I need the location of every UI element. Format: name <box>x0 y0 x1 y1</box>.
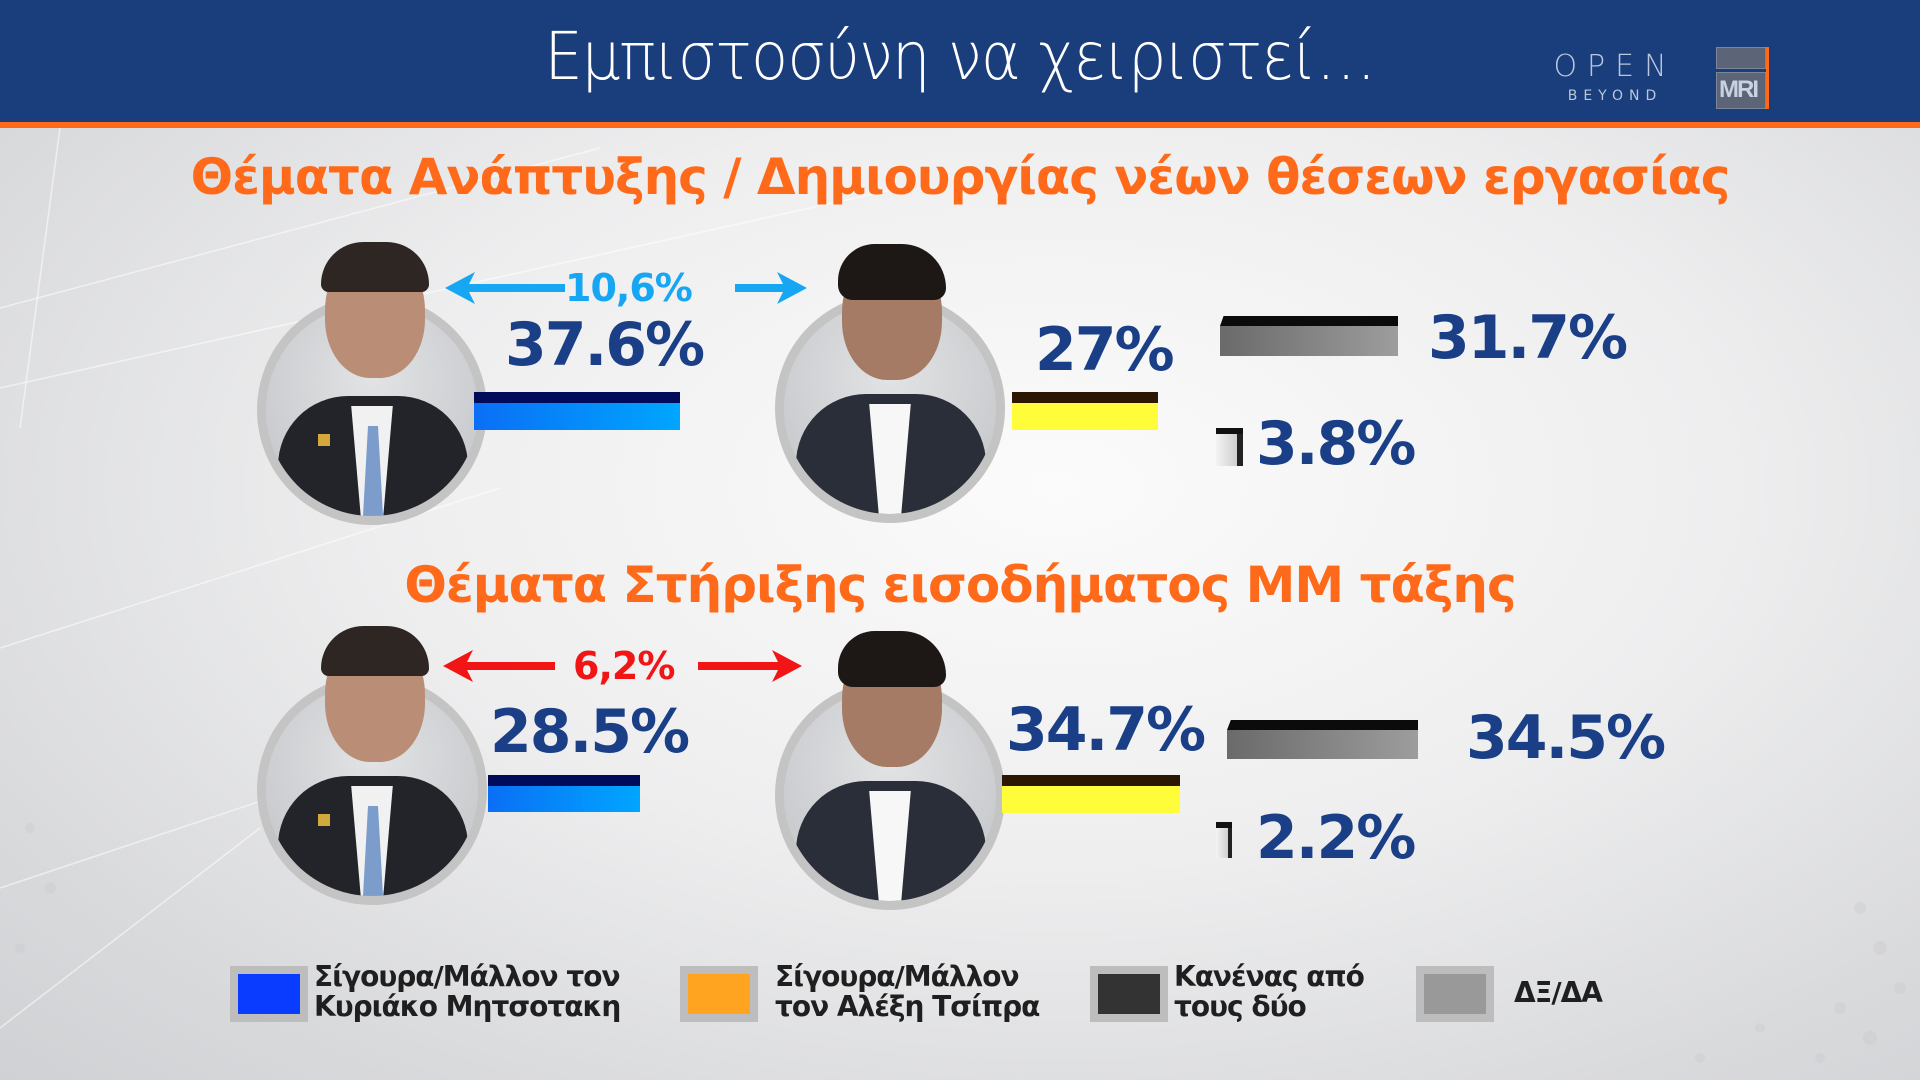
none-bar-1 <box>1220 316 1398 356</box>
tsipras-portrait <box>775 680 1005 910</box>
dkna-bar-1 <box>1216 428 1243 466</box>
legend-swatch <box>688 974 750 1014</box>
header-bar: Εμπιστοσύνη να χειριστεί… OPEN BEYOND MR… <box>0 0 1920 122</box>
dkna-value-2: 2.2% <box>1256 803 1416 873</box>
mitsotakis-bar-2 <box>488 775 640 812</box>
logo-open-subtext: BEYOND <box>1567 88 1663 104</box>
tsipras-head <box>838 244 946 380</box>
tsipras-head <box>838 631 946 767</box>
legend-label: Κανένας από τους δύο <box>1174 960 1365 1023</box>
none-bar-2 <box>1227 720 1418 759</box>
arrow-left-icon <box>443 650 555 682</box>
legend-swatch <box>238 974 300 1014</box>
logo-mri-text: MRI <box>1719 76 1759 103</box>
dkna-value-1: 3.8% <box>1256 409 1416 479</box>
legend-label: Σίγουρα/Μάλλον τον Κυριάκο Μητσοτακη <box>314 960 621 1023</box>
legend-swatch <box>1424 974 1486 1014</box>
difference-value-1: 10,6% <box>565 266 693 310</box>
arrow-right-icon <box>698 650 802 682</box>
header-accent-stripe <box>0 122 1920 128</box>
tsipras-bar-1 <box>1012 392 1158 430</box>
mri-logo: MRI <box>1716 47 1770 109</box>
arrow-left-icon <box>445 272 565 304</box>
tsipras-bar-2 <box>1002 775 1180 813</box>
arrow-right-icon <box>735 272 807 304</box>
difference-value-2: 6,2% <box>573 644 675 688</box>
none-value-2: 34.5% <box>1466 703 1666 773</box>
mitsotakis-head <box>321 242 429 378</box>
page-title: Εμπιστοσύνη να χειριστεί… <box>544 18 1376 95</box>
dkna-bar-2 <box>1216 822 1232 858</box>
legend-label: ΔΞ/ΔΑ <box>1514 976 1603 1009</box>
logo-open-text: OPEN <box>1553 49 1677 84</box>
section-1-title: Θέματα Ανάπτυξης / Δημιουργίας νέων θέσε… <box>190 148 1731 206</box>
legend-swatch <box>1098 974 1160 1014</box>
tsipras-value-2: 34.7% <box>1006 695 1206 765</box>
open-beyond-logo: OPEN BEYOND <box>1545 49 1685 105</box>
mitsotakis-head <box>321 626 429 762</box>
mitsotakis-value-1: 37.6% <box>505 310 705 380</box>
section-2-title: Θέματα Στήριξης εισοδήματος ΜΜ τάξης <box>404 556 1516 614</box>
mitsotakis-value-2: 28.5% <box>490 697 690 767</box>
mitsotakis-bar-1 <box>474 392 680 430</box>
none-value-1: 31.7% <box>1428 303 1628 373</box>
tsipras-value-1: 27% <box>1035 315 1175 385</box>
legend-label: Σίγουρα/Μάλλον τον Αλέξη Τσίπρα <box>775 960 1040 1023</box>
